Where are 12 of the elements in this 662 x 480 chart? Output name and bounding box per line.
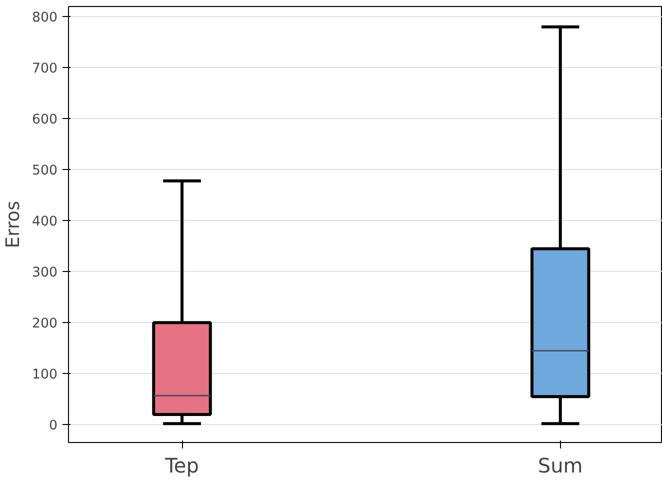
- y-tick-label: 600: [32, 112, 58, 128]
- y-tick-label: 700: [32, 62, 58, 77]
- y-tick-label: 0: [49, 418, 58, 434]
- y-tick-label: 100: [32, 368, 58, 383]
- y-tick-label: 200: [32, 316, 58, 332]
- y-tick-label: 500: [32, 164, 58, 179]
- y-tick-label: 300: [32, 266, 58, 281]
- y-axis-title: Erros: [3, 200, 24, 248]
- y-tick-label: 400: [32, 214, 58, 230]
- y-tick-label: 800: [32, 10, 58, 26]
- x-tick-label: Sum: [538, 454, 583, 478]
- x-tick-label: Tep: [164, 454, 199, 478]
